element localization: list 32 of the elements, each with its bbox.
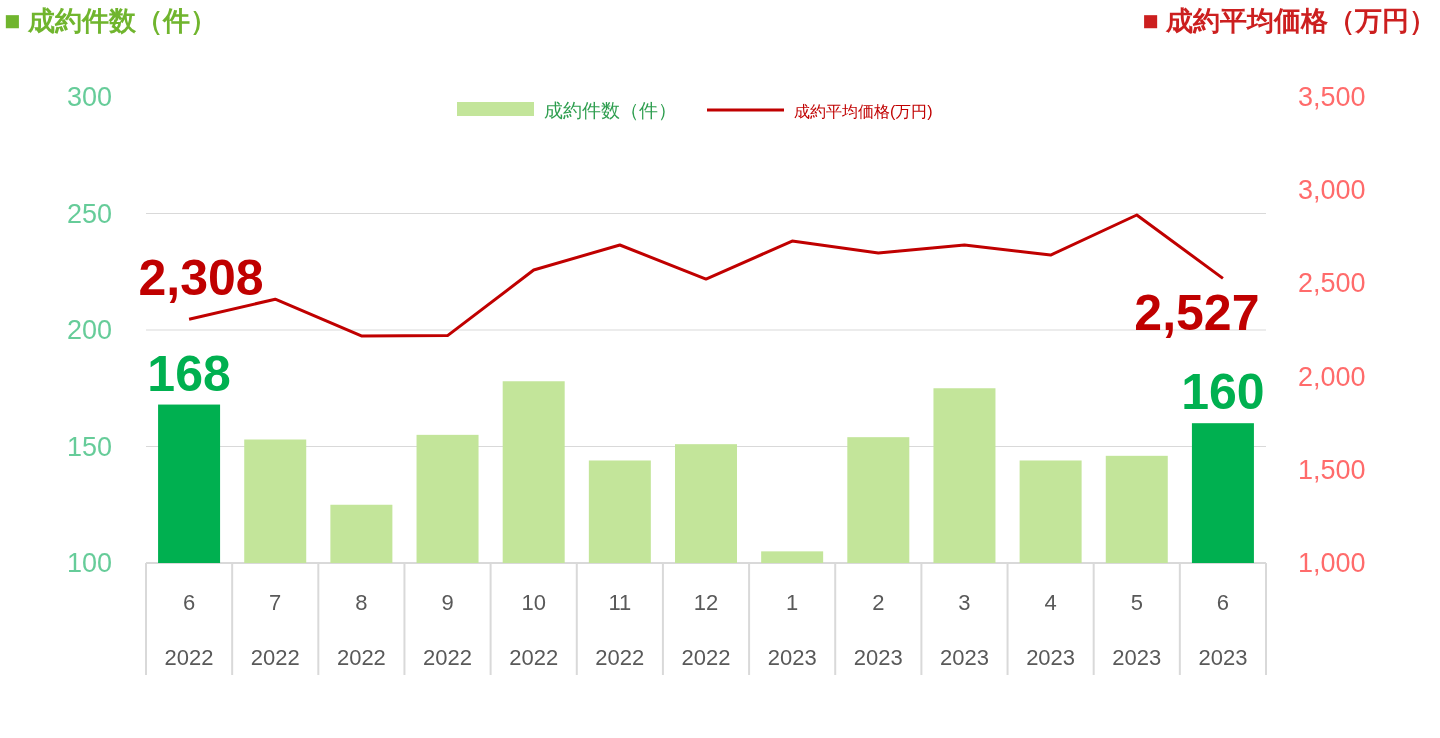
y2-tick-label: 1,000 bbox=[1298, 548, 1366, 578]
y-tick-label: 200 bbox=[66, 315, 112, 345]
y-tick-label: 250 bbox=[66, 198, 112, 229]
data-label: 160 bbox=[1181, 364, 1265, 421]
legend-label: 成約件数（件） bbox=[544, 100, 677, 121]
y2-tick-label: 2,500 bbox=[1298, 268, 1366, 299]
y2-tick-label: 1,500 bbox=[1298, 454, 1366, 485]
y-tick-label: 100 bbox=[66, 548, 112, 578]
y-tick-label: 300 bbox=[66, 82, 112, 112]
data-label: 2,527 bbox=[1134, 285, 1260, 342]
legend-label: 成約平均価格(万円) bbox=[794, 103, 933, 120]
category-label: 10 2022 bbox=[509, 590, 559, 670]
y2-tick-label: 3,000 bbox=[1298, 175, 1366, 206]
y-axis-title: ■ 成約件数（件） bbox=[4, 6, 217, 36]
y2-tick-label: 2,000 bbox=[1298, 361, 1366, 392]
category-label: 1 2023 bbox=[767, 590, 817, 670]
category-label: 3 2023 bbox=[939, 590, 989, 670]
category-label: 12 2022 bbox=[681, 590, 731, 670]
category-label: 2 2023 bbox=[853, 590, 903, 670]
category-label: 6 2023 bbox=[1198, 590, 1248, 670]
category-label: 6 2022 bbox=[164, 590, 214, 670]
category-label: 4 2023 bbox=[1026, 590, 1076, 670]
category-label: 11 2022 bbox=[595, 590, 645, 670]
category-label: 9 2022 bbox=[423, 590, 473, 670]
category-label: 5 2023 bbox=[1112, 590, 1162, 670]
category-label: 8 2022 bbox=[336, 590, 386, 670]
data-label: 2,308 bbox=[138, 250, 264, 307]
y2-tick-label: 3,500 bbox=[1298, 82, 1366, 112]
y2-axis-title: ■ 成約平均価格（万円） bbox=[1142, 6, 1436, 36]
category-label: 7 2022 bbox=[250, 590, 300, 670]
data-label: 168 bbox=[147, 345, 231, 402]
y-tick-label: 150 bbox=[66, 431, 112, 462]
